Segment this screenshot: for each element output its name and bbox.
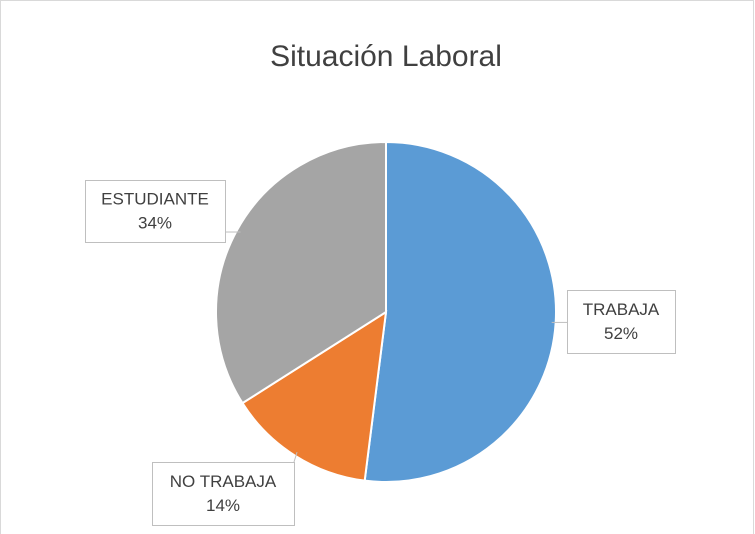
chart-title: Situación Laboral xyxy=(270,40,502,73)
pie-slice xyxy=(241,310,388,482)
callout-box xyxy=(152,462,295,526)
callout-box xyxy=(567,290,676,354)
callout-leader xyxy=(293,452,298,463)
data-label-name: TRABAJA xyxy=(583,300,660,319)
pie-slice xyxy=(214,140,387,405)
data-label-value: 52% xyxy=(604,324,638,343)
data-label-value: 34% xyxy=(138,213,172,232)
data-label-name: ESTUDIANTE xyxy=(101,189,209,208)
data-label-name: NO TRABAJA xyxy=(170,472,277,491)
callout-box xyxy=(85,180,226,243)
data-label-value: 14% xyxy=(206,496,240,515)
